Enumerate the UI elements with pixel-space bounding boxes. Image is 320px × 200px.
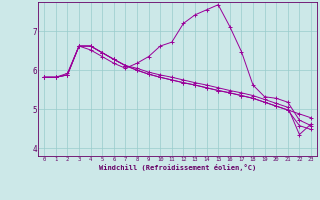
X-axis label: Windchill (Refroidissement éolien,°C): Windchill (Refroidissement éolien,°C) xyxy=(99,164,256,171)
